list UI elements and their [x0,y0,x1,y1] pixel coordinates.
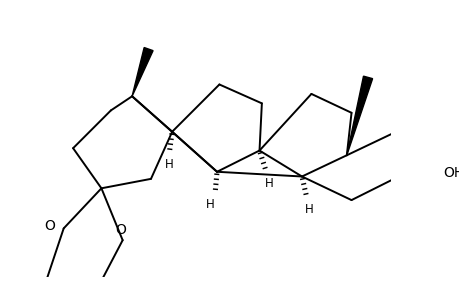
Polygon shape [346,76,372,155]
Text: O: O [45,219,56,233]
Text: H: H [264,177,273,190]
Text: H: H [304,203,313,216]
Text: H: H [206,198,215,211]
Text: O: O [115,223,126,237]
Text: OH: OH [443,166,459,180]
Text: H: H [165,158,174,171]
Polygon shape [132,47,153,96]
